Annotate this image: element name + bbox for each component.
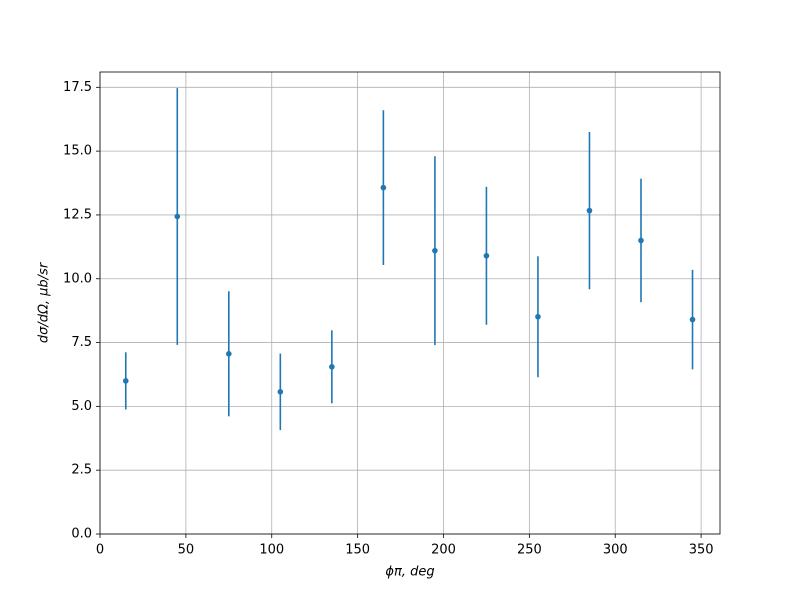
data-point bbox=[638, 237, 644, 244]
y-tick-label: 2.5 bbox=[71, 463, 92, 478]
x-axis-label: ϕπ, deg bbox=[385, 565, 434, 580]
x-tick-label: 250 bbox=[517, 543, 542, 558]
x-tick-label: 200 bbox=[431, 543, 456, 558]
plot-frame bbox=[99, 71, 721, 535]
data-point bbox=[689, 316, 696, 323]
y-tick-label: 12.5 bbox=[63, 207, 92, 222]
y-tick-label: 15.0 bbox=[63, 144, 92, 159]
y-tick-label: 17.5 bbox=[63, 80, 92, 95]
x-tick-label: 150 bbox=[345, 543, 370, 558]
y-tick-label: 5.0 bbox=[71, 399, 92, 414]
y-tick-label: 7.5 bbox=[71, 335, 92, 350]
data-point bbox=[329, 364, 335, 370]
data-point bbox=[483, 252, 490, 259]
x-tick-label: 100 bbox=[259, 543, 284, 558]
data-point bbox=[122, 378, 129, 384]
data-point bbox=[535, 313, 541, 320]
x-tick-label: 350 bbox=[689, 543, 714, 558]
data-point bbox=[586, 207, 593, 214]
y-axis-label: dσ/dΩ, μb/sr bbox=[37, 261, 52, 343]
data-point bbox=[226, 350, 232, 357]
data-point bbox=[432, 247, 438, 254]
data-point bbox=[380, 184, 387, 191]
y-tick-label: 0.0 bbox=[71, 527, 92, 542]
data-point bbox=[277, 389, 284, 395]
x-tick-label: 300 bbox=[603, 543, 628, 558]
x-tick-label: 50 bbox=[178, 543, 195, 558]
data-point bbox=[174, 213, 181, 220]
x-tick-label: 0 bbox=[96, 543, 104, 558]
y-tick-label: 10.0 bbox=[63, 271, 92, 286]
